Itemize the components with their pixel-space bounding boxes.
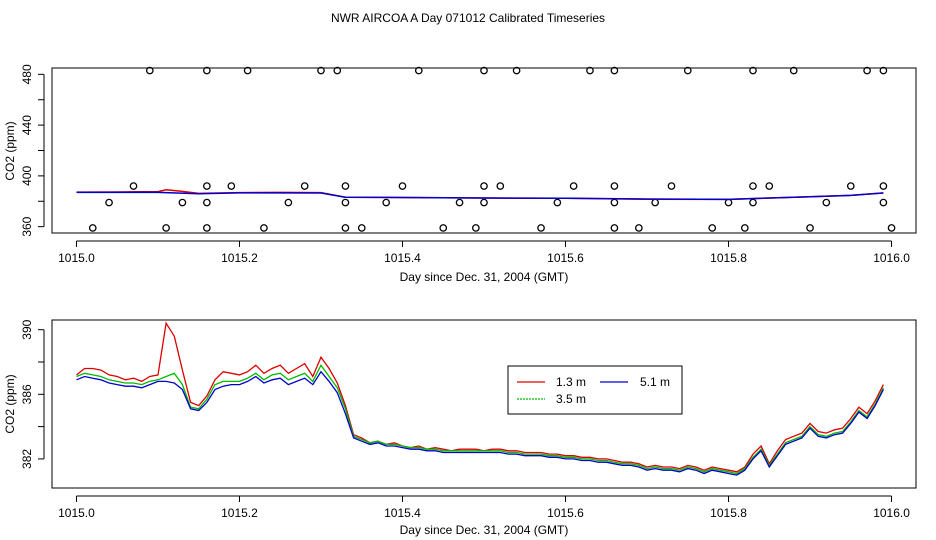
calibration-point [382, 198, 391, 207]
calibration-point [610, 198, 619, 207]
calibration-point [162, 224, 170, 232]
calibration-point [480, 66, 488, 75]
calibration-point [863, 66, 871, 75]
y-axis-label: CO2 (ppm) [3, 121, 17, 180]
x-tick-label: 1015.0 [58, 506, 95, 520]
calibration-point [708, 224, 717, 232]
ambient-line-ambient-5-1-m [76, 191, 884, 201]
x-tick-label: 1015.2 [221, 251, 258, 265]
calibration-point [203, 182, 211, 190]
calibration-point [586, 66, 594, 75]
calibration-point [635, 224, 643, 232]
x-axis-label: Day since Dec. 31, 2004 (GMT) [400, 523, 569, 537]
calibration-point [765, 182, 774, 190]
calibration-point [480, 182, 488, 190]
calibration-point [88, 224, 97, 232]
y-axis-label: CO2 (ppm) [3, 374, 17, 433]
calibration-point [455, 198, 464, 207]
calibration-point [879, 198, 888, 207]
x-axis-label: Day since Dec. 31, 2004 (GMT) [400, 270, 569, 284]
calibration-point [203, 66, 211, 75]
legend: 1.3 m 5.1 m 3.5 m [507, 365, 683, 415]
calibration-point [203, 198, 211, 207]
calibration-point [284, 198, 293, 207]
x-tick-label: 1015.2 [221, 506, 258, 520]
plot-frame [51, 319, 917, 489]
y-tick-label: 440 [20, 115, 34, 135]
calibration-point [260, 224, 268, 232]
calibration-point [145, 66, 154, 75]
series-line-5-1-m [76, 370, 884, 476]
calibration-point [243, 66, 252, 75]
calibration-point [683, 66, 692, 75]
calibration-point [846, 182, 855, 190]
calibration-point [414, 66, 423, 75]
calibration-point [651, 198, 660, 207]
calibration-point [610, 66, 619, 75]
calibration-point [610, 224, 619, 232]
x-tick-label: 1015.0 [58, 251, 95, 265]
x-tick-label: 1016.0 [873, 506, 910, 520]
calibration-point [471, 224, 480, 232]
calibration-point [749, 198, 757, 207]
y-tick-label: 386 [20, 384, 34, 404]
calibration-point [610, 182, 619, 190]
x-tick-label: 1015.4 [384, 506, 421, 520]
calibration-point [341, 198, 350, 207]
calibration-point [749, 66, 757, 75]
calibration-scatter-panel: 1015.0 1015.2 1015.4 1015.6 1015.8 1016.0 360 4… [3, 64, 917, 284]
calibration-point [879, 182, 888, 190]
y-tick-label: 400 [20, 166, 34, 186]
calibration-point [333, 66, 342, 75]
calibration-point [203, 224, 211, 232]
legend-label-1-3m: 1.3 m [556, 375, 586, 389]
calibration-point [569, 182, 578, 190]
y-tick-label: 360 [20, 216, 34, 236]
calibration-point [300, 182, 309, 190]
calibration-point [887, 224, 896, 232]
calibration-point [537, 224, 545, 232]
calibration-point [512, 66, 521, 75]
ambient-timeseries-panel: 1015.0 1015.2 1015.4 1015.6 1015.8 1016.0 382 3… [3, 319, 917, 537]
calibration-point [317, 66, 325, 75]
calibration-point [879, 66, 888, 75]
calibration-point [357, 224, 366, 232]
calibration-point [740, 224, 749, 232]
x-tick-label: 1016.0 [873, 251, 910, 265]
x-tick-label: 1015.6 [547, 251, 584, 265]
plot-frame [51, 67, 917, 234]
calibration-point [822, 198, 831, 207]
calibration-point [496, 182, 505, 190]
figure-title: NWR AIRCOA A Day 071012 Calibrated Times… [331, 11, 605, 25]
x-tick-label: 1015.4 [384, 251, 421, 265]
series-line-3-5-m [76, 363, 884, 475]
calibration-point [341, 182, 350, 190]
calibration-point [553, 198, 562, 207]
calibration-point [178, 198, 187, 207]
x-tick-label: 1015.8 [710, 506, 747, 520]
calibration-point [806, 224, 814, 232]
legend-label-3-5m: 3.5 m [556, 392, 586, 406]
calibration-point [724, 198, 733, 207]
calibration-point [789, 66, 798, 75]
calibration-point [667, 182, 676, 190]
y-tick-label: 390 [20, 319, 34, 339]
calibration-point [129, 182, 138, 190]
calibration-point [105, 198, 113, 207]
legend-box [507, 365, 683, 415]
series-line-1-3-m [76, 321, 884, 473]
calibration-point [749, 182, 757, 190]
calibration-point [341, 224, 350, 232]
calibration-point [227, 182, 236, 190]
legend-label-5-1m: 5.1 m [640, 375, 670, 389]
calibration-point [439, 224, 448, 232]
x-tick-label: 1015.8 [710, 251, 747, 265]
y-tick-label: 382 [20, 449, 34, 469]
calibration-point [480, 198, 488, 207]
y-tick-label: 480 [20, 64, 34, 84]
calibration-point [398, 182, 407, 190]
x-tick-label: 1015.6 [547, 506, 584, 520]
